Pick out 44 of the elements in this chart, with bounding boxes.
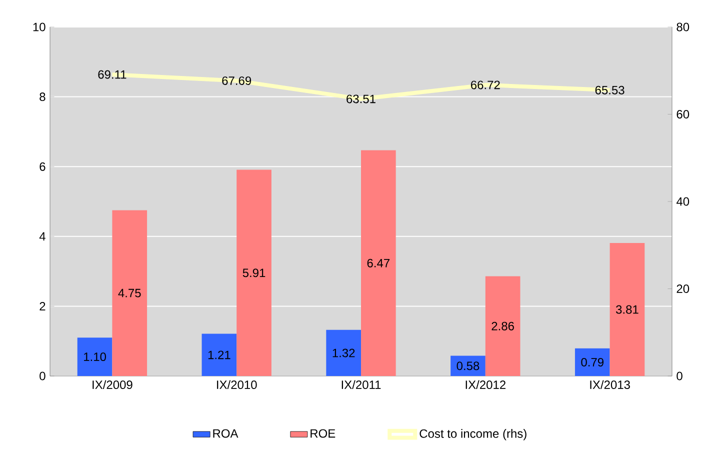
y2-tick-label: 0 bbox=[676, 372, 682, 380]
legend-label: Cost to income (rhs) bbox=[420, 429, 526, 440]
y-tick-label: 0 bbox=[40, 372, 46, 380]
bar bbox=[450, 356, 486, 376]
x-tick-label: IX/2011 bbox=[342, 380, 381, 390]
y2-tick-label: 40 bbox=[676, 197, 690, 206]
data-label: 66.72 bbox=[471, 80, 500, 90]
data-label: 1.21 bbox=[208, 350, 230, 360]
data-label: 67.69 bbox=[222, 76, 252, 85]
y-tick-label: 4 bbox=[39, 232, 46, 241]
bar bbox=[610, 243, 645, 376]
bar bbox=[112, 210, 148, 376]
bar bbox=[77, 338, 112, 376]
y-tick-label: 10 bbox=[33, 22, 46, 32]
data-label: 1.10 bbox=[84, 352, 106, 362]
data-label: 69.11 bbox=[98, 70, 126, 79]
y-tick-label: 6 bbox=[40, 162, 46, 171]
bar bbox=[485, 276, 520, 376]
data-label: 63.51 bbox=[346, 94, 376, 104]
data-label: 2.86 bbox=[492, 322, 514, 330]
y-tick-label: 2 bbox=[40, 302, 46, 310]
legend-label: ROE bbox=[310, 429, 336, 438]
y2-tick-label: 60 bbox=[676, 110, 690, 119]
data-label: 5.91 bbox=[242, 268, 266, 278]
x-tick-label: IX/2013 bbox=[590, 380, 630, 390]
bar bbox=[574, 348, 610, 376]
x-tick-label: IX/2010 bbox=[217, 380, 257, 390]
data-label: 1.32 bbox=[332, 348, 355, 358]
x-tick-label: IX/2012 bbox=[466, 380, 506, 390]
legend-label: ROA bbox=[213, 429, 238, 438]
y2-tick-label: 20 bbox=[676, 284, 690, 294]
data-label: 3.81 bbox=[616, 305, 638, 314]
bar bbox=[326, 330, 362, 376]
y-tick-label: 8 bbox=[40, 92, 46, 102]
bar bbox=[202, 334, 237, 376]
x-tick-label: IX/2009 bbox=[92, 380, 132, 390]
data-label: 0.58 bbox=[456, 362, 480, 370]
data-label: 4.75 bbox=[118, 288, 141, 298]
data-label: 65.53 bbox=[595, 86, 624, 94]
bar bbox=[361, 150, 396, 376]
y2-tick-label: 80 bbox=[676, 22, 690, 32]
data-label: 6.47 bbox=[367, 258, 390, 268]
bar bbox=[236, 170, 272, 376]
data-label: 0.79 bbox=[581, 358, 604, 366]
